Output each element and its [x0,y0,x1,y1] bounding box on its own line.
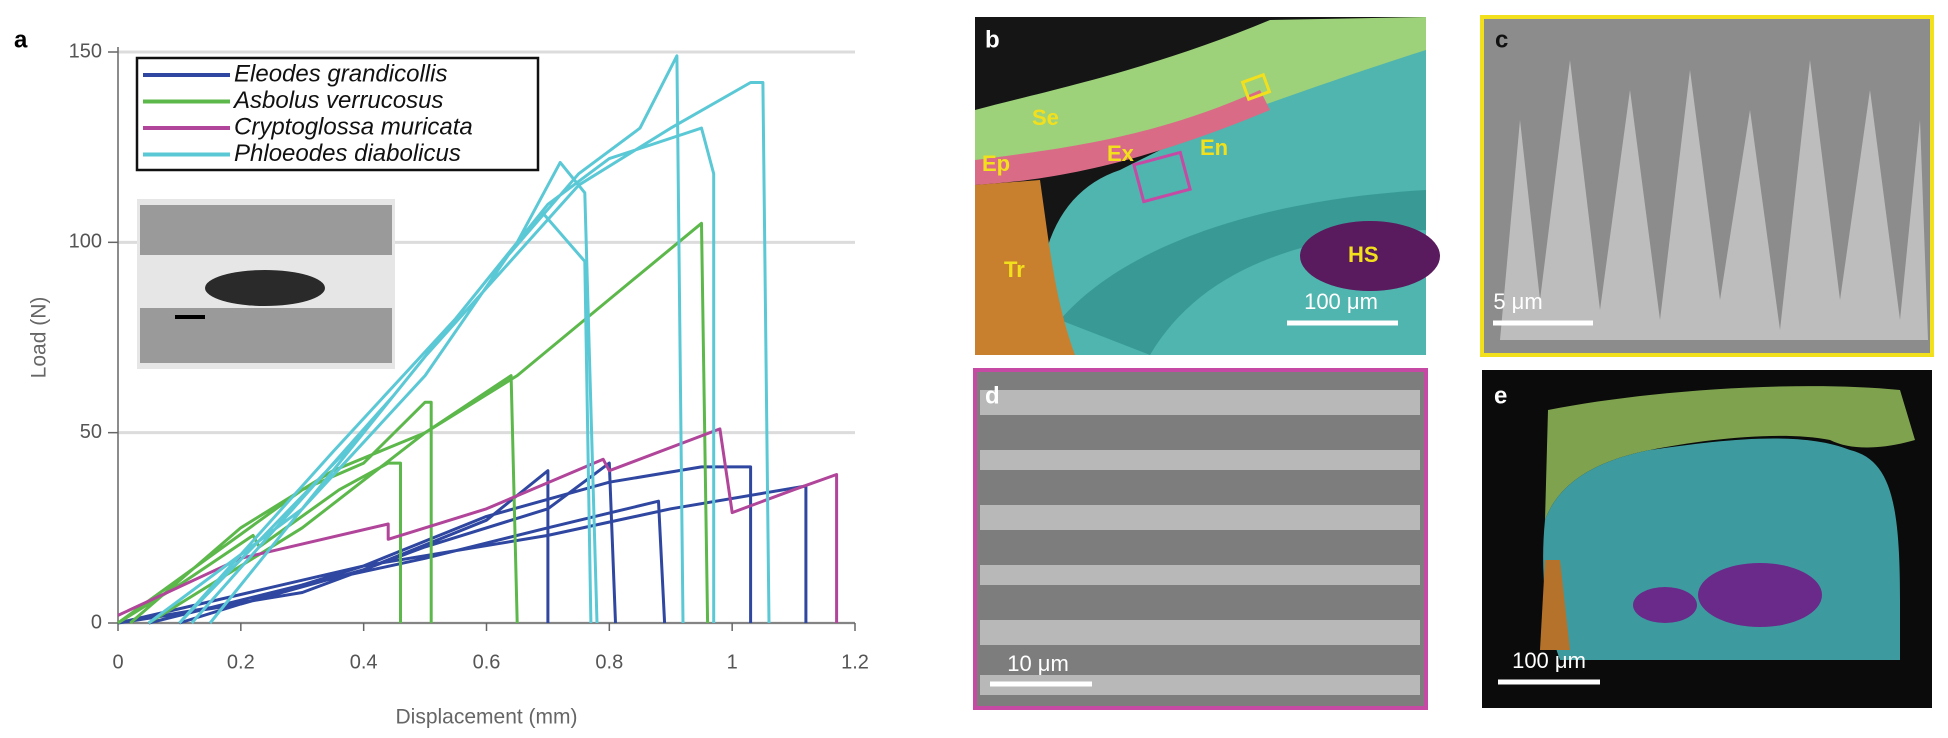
legend-label: Cryptoglossa muricata [234,113,473,140]
scale-bar-label: 10 μm [1007,651,1069,676]
top-layer [1545,386,1915,520]
scale-bar-label: 100 μm [1304,289,1378,314]
x-tick-label: 0.8 [595,651,623,673]
annotation: Tr [1004,257,1025,282]
epidermis-layer [975,90,1270,185]
inset-box [1240,72,1272,102]
y-axis-title: Load (N) [28,297,51,379]
epicuticle [975,17,1426,170]
data-line [147,54,771,625]
x-tick-label: 1.2 [841,651,869,673]
hollow-space [1698,563,1822,627]
y-tick-label: 150 [69,40,102,62]
x-axis-title: Displacement (mm) [395,706,577,729]
panel-c: c 5 μm [1480,15,1934,357]
panel-letter: d [985,382,1000,409]
data-line [117,461,808,625]
y-tick-label: 100 [69,231,102,253]
data-line [117,427,839,623]
legend-label: Eleodes grandicollis [234,60,447,87]
panel-letter: a [14,26,28,53]
inset-photo [205,270,325,306]
x-tick-label: 0.2 [227,651,255,673]
legend-label: Asbolus verrucosus [232,87,443,114]
inset-box [1132,150,1192,204]
micrograph [973,368,1428,710]
y-tick-label: 50 [80,421,102,443]
legend-label: Phloeodes diabolicus [234,140,461,167]
data-line [117,221,710,625]
trabecula [1540,560,1570,650]
y-tick-label: 0 [91,611,102,633]
annotation: Se [1032,105,1059,130]
x-tick-label: 1 [727,651,738,673]
texture [980,390,1420,695]
panel-letter: c [1495,26,1508,53]
annotation: HS [1348,242,1379,267]
panel-d: d 10 μm [973,368,1428,710]
scale-bar-label: 100 μm [1512,648,1586,673]
chart: 0 50 100 150 0 0.2 0.4 0.6 0.8 1 1.2 Displacement (… [28,40,869,728]
hollow-space [1633,587,1697,623]
hollow-space [1300,221,1440,291]
x-tick-label: 0 [112,651,123,673]
trabecula [975,180,1075,355]
scale-bar-label: 5 μm [1493,289,1542,314]
annotation: Ep [982,151,1010,176]
x-tick-label: 0.6 [473,651,501,673]
texture [1500,60,1928,340]
panel-b: b Se Ep Ex En Tr HS 100 μm [975,17,1440,355]
annotation: En [1200,135,1228,160]
endocuticle [1543,438,1900,660]
inset-photo [140,205,392,255]
annotation: Ex [1107,141,1135,166]
panel-letter: e [1494,382,1507,409]
panel-e: e 100 μm [1482,370,1932,708]
x-tick-label: 0.4 [350,651,378,673]
panel-letter: b [985,26,1000,53]
